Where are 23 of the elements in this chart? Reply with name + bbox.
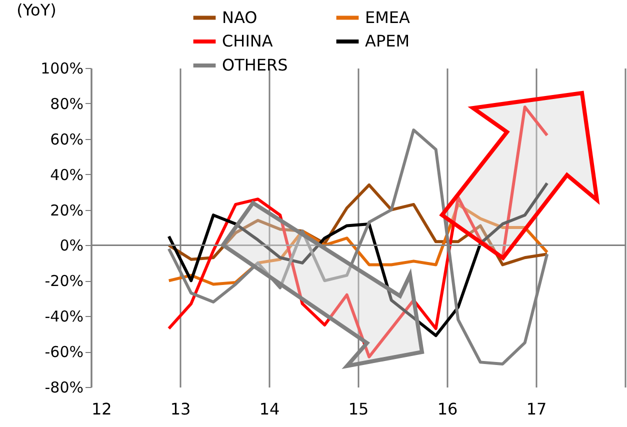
x-tick-label: 12 xyxy=(92,400,112,418)
y-tick-label: -40% xyxy=(44,308,84,326)
x-tick-label: 17 xyxy=(526,400,547,418)
legend-label: APEM xyxy=(365,32,410,50)
legend-label: EMEA xyxy=(365,8,410,27)
y-axis-title: (YoY) xyxy=(16,0,56,20)
y-tick-label: -20% xyxy=(44,272,84,290)
legend-label: OTHERS xyxy=(222,56,288,74)
x-tick-label: 14 xyxy=(259,400,280,418)
x-tick-label: 16 xyxy=(437,400,458,418)
y-tick-label: 0% xyxy=(60,236,84,255)
x-tick-label: 15 xyxy=(348,400,369,418)
legend-label: NAO xyxy=(222,8,258,27)
y-tick-label: 100% xyxy=(40,60,84,78)
y-tick-label: 80% xyxy=(50,94,84,113)
legend-label: CHINA xyxy=(222,32,273,50)
x-tick-label: 13 xyxy=(170,400,191,418)
y-tick-label: 20% xyxy=(50,201,84,220)
y-tick-label: 40% xyxy=(50,166,84,184)
y-tick-label: -80% xyxy=(44,378,84,396)
line-series xyxy=(167,182,549,338)
y-tick-label: -60% xyxy=(44,343,84,362)
y-tick-label: 60% xyxy=(50,130,84,148)
